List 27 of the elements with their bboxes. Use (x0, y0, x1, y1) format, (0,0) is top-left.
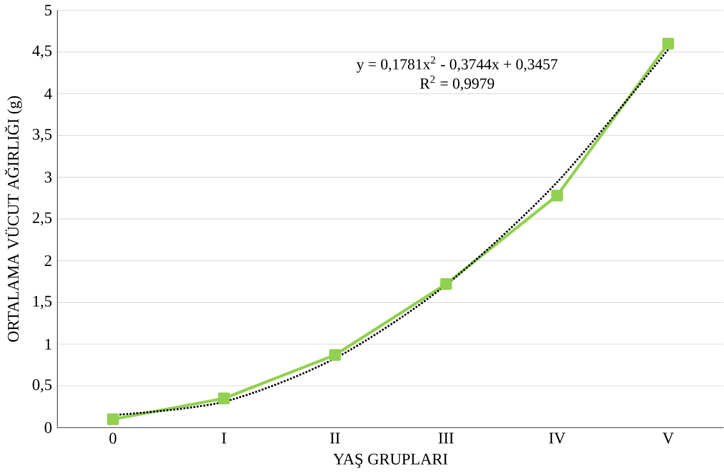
y-tick-label: 0 (44, 422, 52, 434)
point (662, 38, 674, 50)
x-tick-label: IV (549, 432, 566, 444)
y-tick-label: 0,5 (32, 379, 52, 393)
point (218, 392, 230, 404)
y-tick-label: 1,5 (33, 296, 52, 310)
y-tick-label: 3 (44, 172, 52, 183)
y-tick-label: 1 (46, 338, 52, 350)
y-tick-label: 5 (45, 5, 52, 16)
y-axis-title: ORTALAMA VÜCUT AĞIRLIĞI (g) (4, 96, 22, 342)
y-tick-label: 4 (44, 88, 52, 100)
point (107, 414, 119, 426)
point (329, 349, 341, 362)
x-tick-label: III (438, 432, 454, 444)
x-tick-label: V (662, 432, 674, 444)
x-tick-label: II (330, 432, 340, 444)
y-tick-label: 2 (44, 255, 52, 266)
y-tick-label: 2,5 (32, 212, 52, 226)
x-tick-label: 0 (109, 432, 116, 444)
point (440, 278, 452, 290)
x-axis-title: YAŞ GRUPLARI (333, 454, 448, 468)
annotation: R$^{2}$ = 0,9979 (420, 76, 494, 92)
annotation: y = 0,1781x$^{2}$ - 0,3744x + 0,3457 (356, 56, 558, 73)
y-tick-label: 3,5 (32, 129, 52, 142)
y-tick-label: 4,5 (32, 46, 52, 59)
x-tick-label: I (222, 432, 226, 444)
point (551, 190, 563, 202)
